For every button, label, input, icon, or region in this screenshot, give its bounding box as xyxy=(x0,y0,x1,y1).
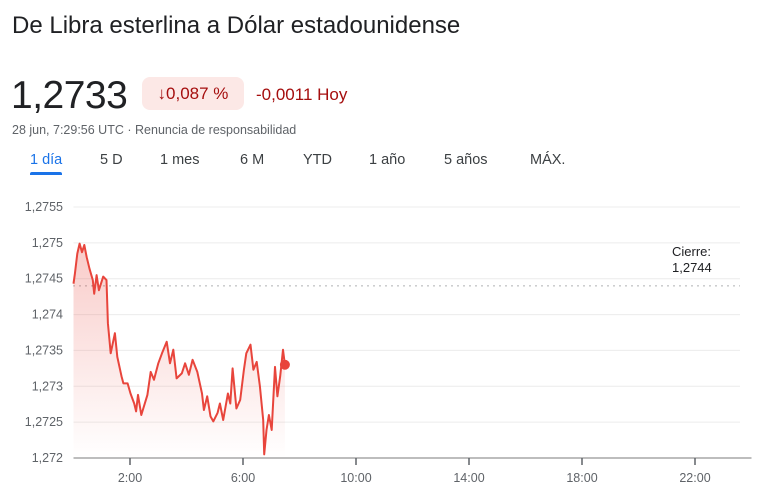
tab-5-years[interactable]: 5 años xyxy=(444,152,488,168)
x-tick-label: 6:00 xyxy=(231,471,255,485)
previous-close-value: 1,2744 xyxy=(672,260,712,275)
y-tick-label: 1,2755 xyxy=(25,200,63,214)
y-tick-label: 1,2735 xyxy=(25,343,63,357)
change-value: -0,0011 Hoy xyxy=(256,85,348,104)
tab-5-days[interactable]: 5 D xyxy=(100,152,123,168)
timestamp: 28 jun, 7:29:56 UTC xyxy=(12,123,124,137)
tab-max[interactable]: MÁX. xyxy=(530,152,566,168)
y-tick-label: 1,2725 xyxy=(25,415,63,429)
x-tick-label: 2:00 xyxy=(118,471,142,485)
tab-1-month[interactable]: 1 mes xyxy=(160,152,200,168)
price-area-fill xyxy=(73,243,285,458)
tab-ytd[interactable]: YTD xyxy=(303,152,332,168)
x-tick-label: 14:00 xyxy=(453,471,484,485)
arrow-down-icon: ↓ xyxy=(157,84,167,103)
y-tick-label: 1,273 xyxy=(32,379,63,393)
y-tick-label: 1,272 xyxy=(32,451,63,465)
previous-close-label: Cierre: 1,2744 xyxy=(672,244,712,276)
current-price: 1,2733 xyxy=(11,74,128,117)
range-tabs: 1 día 5 D 1 mes 6 M YTD 1 año 5 años MÁX… xyxy=(0,152,774,176)
separator: · xyxy=(127,123,132,137)
change-percent: 0,087 % xyxy=(166,84,229,103)
timestamp-line: 28 jun, 7:29:56 UTC · Renuncia de respon… xyxy=(12,123,296,137)
tab-1-year[interactable]: 1 año xyxy=(369,152,406,168)
x-tick-label: 22:00 xyxy=(679,471,710,485)
change-percent-badge: ↓0,087 % xyxy=(142,77,244,110)
y-tick-label: 1,2745 xyxy=(25,272,63,286)
current-price-dot xyxy=(279,359,290,370)
x-tick-label: 18:00 xyxy=(566,471,597,485)
y-tick-label: 1,275 xyxy=(32,236,63,250)
price-line xyxy=(72,242,286,456)
tab-1-day[interactable]: 1 día xyxy=(30,152,63,175)
page-title: De Libra esterlina a Dólar estadounidens… xyxy=(12,12,461,39)
previous-close-title: Cierre: xyxy=(672,244,712,259)
disclaimer-link[interactable]: Renuncia de responsabilidad xyxy=(135,123,297,137)
x-tick-label: 10:00 xyxy=(340,471,371,485)
tab-6-months[interactable]: 6 M xyxy=(240,152,265,168)
y-tick-label: 1,274 xyxy=(32,308,63,322)
